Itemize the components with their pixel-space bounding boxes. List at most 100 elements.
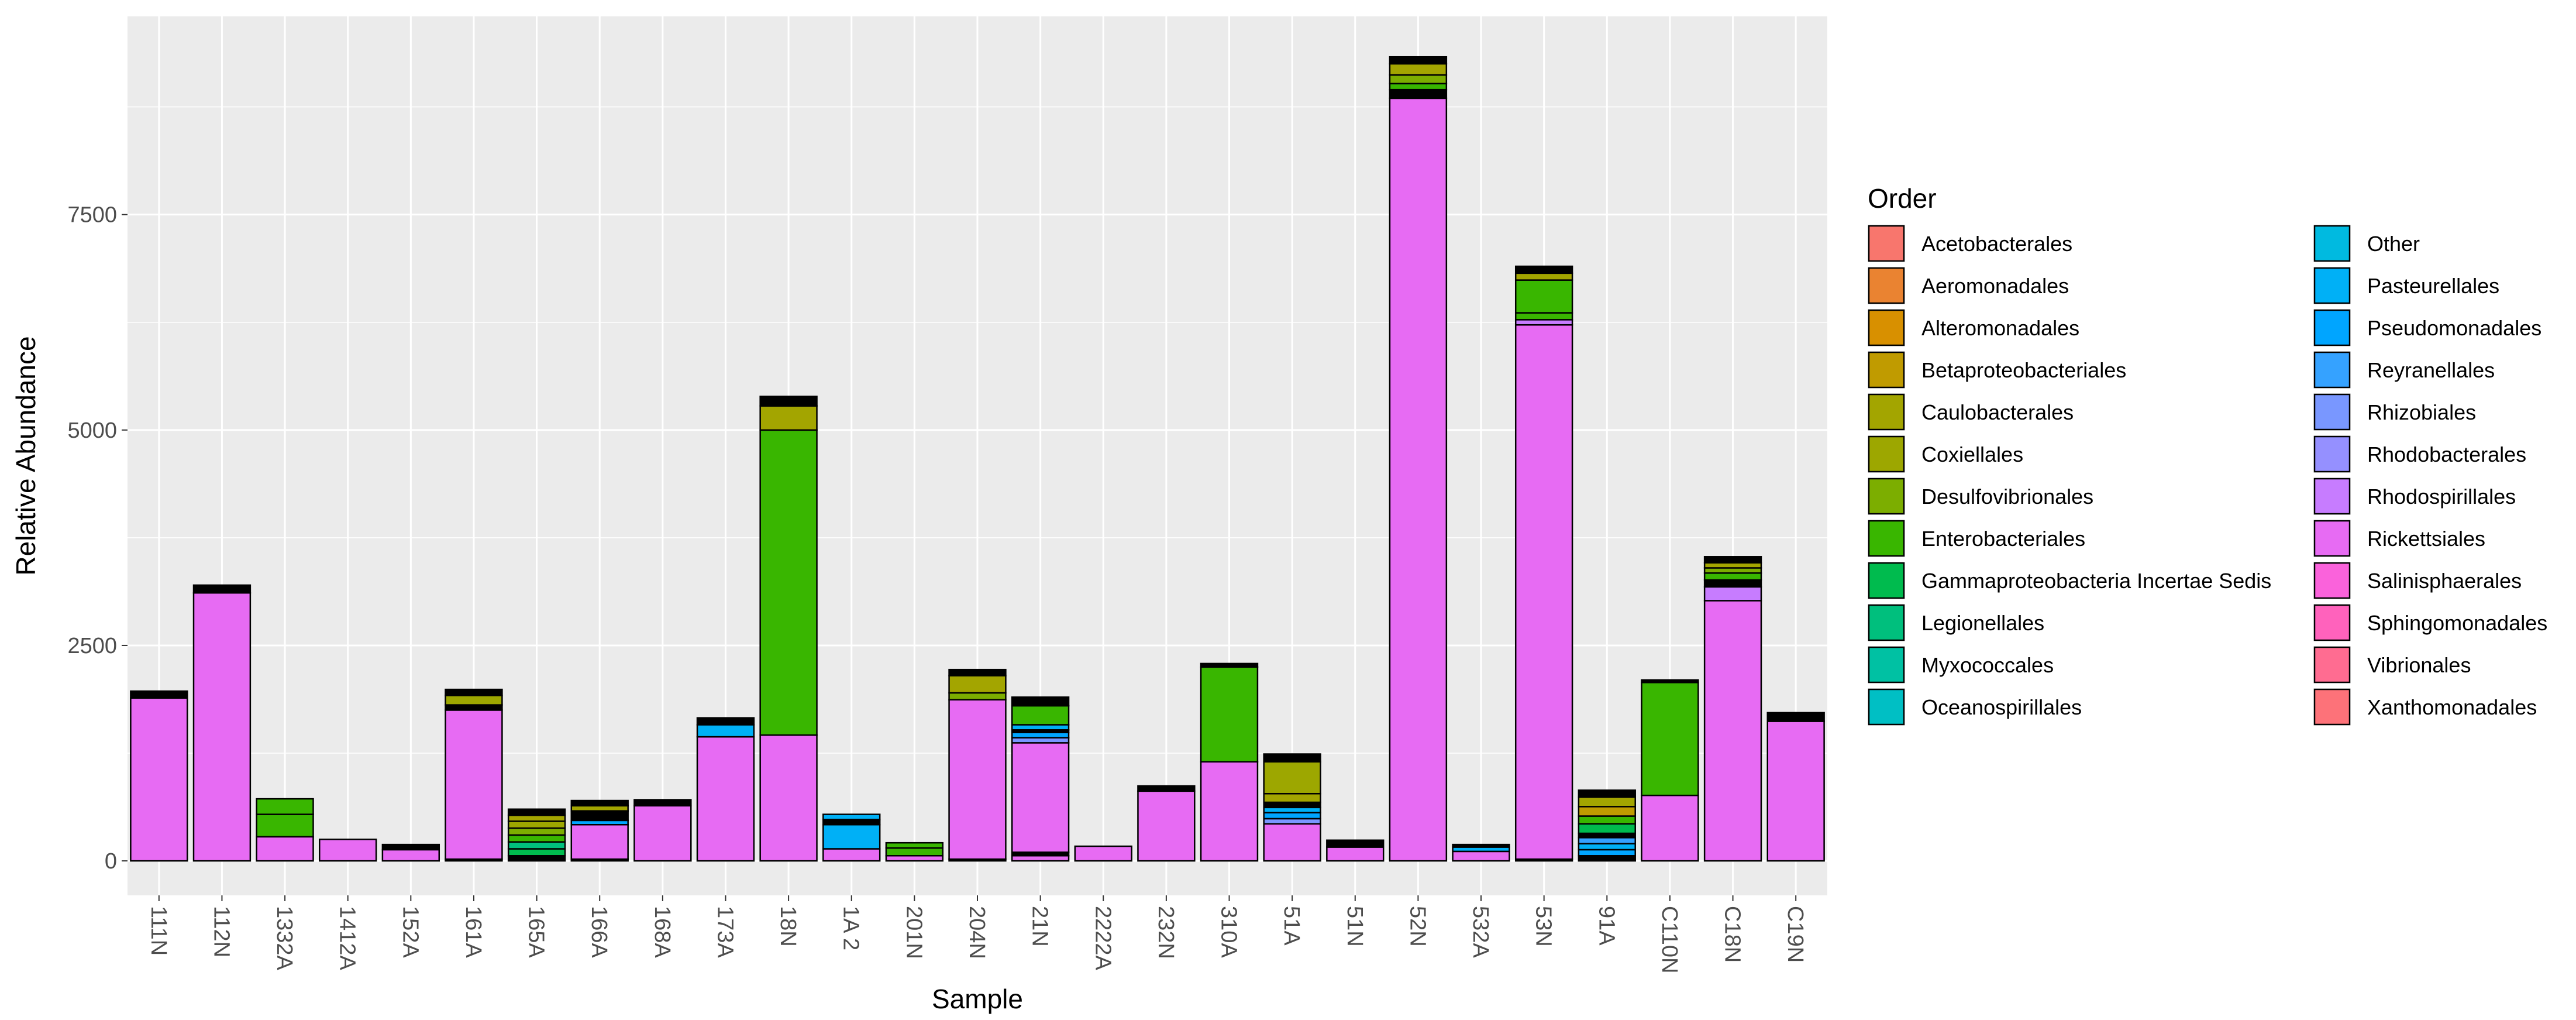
legend-label: Pasteurellales [2367, 274, 2499, 298]
bar-segment [1327, 840, 1383, 847]
legend-item: Desulfovibrionales [1868, 478, 2093, 515]
bar-segment [1641, 682, 1698, 795]
bar-segment [257, 837, 314, 861]
bar-segment [1012, 733, 1069, 738]
bar-segment [1641, 680, 1698, 682]
legend-label: Vibrionales [2367, 653, 2471, 677]
legend-label: Acetobacterales [1921, 232, 2072, 256]
legend-swatch [1869, 352, 1904, 387]
bar-segment [1704, 568, 1761, 573]
legend-swatch [1869, 563, 1904, 598]
bar-stack-52N [1390, 57, 1447, 861]
legend-swatch [2315, 605, 2350, 640]
legend-swatch [1869, 226, 1904, 261]
legend-label: Legionellales [1921, 611, 2044, 635]
legend-swatch [2315, 521, 2350, 556]
stacked-bar-chart: 0250050007500 111N 112N 1332A 1412A 152A 161A… [0, 0, 2576, 1020]
bar-segment [697, 724, 754, 737]
bar-segment [1579, 790, 1635, 797]
bar-segment [1390, 84, 1447, 90]
bar-stack-532A [1453, 844, 1510, 861]
legend-item: Betaproteobacteriales [1868, 351, 2126, 389]
legend-swatch [2315, 647, 2350, 682]
legend-item: Gammaproteobacteria Incertae Sedis [1868, 562, 2271, 599]
bar-segment [1704, 580, 1761, 587]
legend-label: Oceanospirillales [1921, 695, 2082, 719]
legend-items: Acetobacterales Aeromonadales Alteromonada… [1868, 225, 2547, 726]
x-tick-label: 2222A [1090, 906, 1115, 971]
bar-segment [1516, 320, 1572, 325]
bar-segment [1704, 557, 1761, 562]
bar-segment [760, 430, 817, 735]
legend-swatch [1869, 689, 1904, 724]
bar-segment [1012, 856, 1069, 861]
legend-item: Pseudomonadales [2313, 309, 2541, 346]
bar-segment [1390, 57, 1447, 64]
y-tick-label: 2500 [67, 634, 117, 658]
legend-item: Rhodobacterales [2313, 435, 2526, 473]
legend-label: Aeromonadales [1921, 274, 2069, 298]
bar-segment [1264, 754, 1321, 762]
bar-segment [1516, 280, 1572, 313]
bar-segment [383, 850, 439, 861]
bar-segment [1579, 797, 1635, 806]
bar-stack-232N [1138, 786, 1194, 861]
bar-stack-2222A [1075, 846, 1132, 861]
x-tick-label: 21N [1028, 906, 1052, 947]
legend-label: Betaproteobacteriales [1921, 358, 2126, 382]
legend-item: Aeromonadales [1868, 267, 2069, 304]
x-tick-label: 1A 2 [839, 906, 863, 950]
legend-item: Sphingomonadales [2313, 604, 2547, 641]
bar-segment [823, 819, 880, 825]
legend-swatch [2315, 310, 2350, 345]
y-axis: 0250050007500 [67, 203, 128, 874]
x-tick-label: 310A [1217, 906, 1241, 958]
legend-item: Oceanospirillales [1868, 688, 2082, 726]
bar-stack-91A [1579, 790, 1635, 861]
bar-segment [446, 705, 502, 710]
bar-segment [571, 811, 628, 820]
bar-stack-51A [1264, 754, 1321, 861]
bar-segment [508, 835, 565, 842]
bar-stack-166A [571, 801, 628, 861]
bar-stack-161A [446, 689, 502, 861]
legend-label: Other [2367, 232, 2420, 256]
bar-segment [949, 700, 1006, 859]
bar-segment [1704, 587, 1761, 601]
bar-segment [1579, 806, 1635, 816]
bar-segment [1704, 600, 1761, 861]
bar-segment [508, 821, 565, 828]
x-tick-label: 173A [712, 906, 737, 958]
bar-segment [383, 844, 439, 850]
legend-item: Rickettsiales [2313, 520, 2485, 557]
legend-item: Other [2313, 225, 2420, 262]
bar-segment [823, 815, 880, 820]
legend-label: Rhodospirillales [2367, 485, 2516, 509]
y-tick-label: 5000 [67, 418, 117, 443]
bar-segment [886, 856, 943, 861]
x-tick-label: C110N [1657, 906, 1682, 973]
legend-label: Pseudomonadales [2367, 316, 2541, 340]
legend-item: Caulobacterales [1868, 393, 2074, 431]
bar-segment [949, 669, 1006, 675]
legend-item: Myxococcales [1868, 646, 2054, 684]
x-tick-label: 161A [461, 906, 485, 958]
legend-swatch [2315, 479, 2350, 514]
legend-swatch [1869, 521, 1904, 556]
bar-segment [319, 839, 376, 861]
bar-segment [1516, 266, 1572, 273]
legend-label: Sphingomonadales [2367, 611, 2547, 635]
legend-label: Rickettsiales [2367, 527, 2485, 551]
bar-segment [1075, 846, 1132, 861]
x-tick-label: C19N [1783, 906, 1807, 963]
x-tick-label: 1332A [272, 906, 297, 971]
bar-stack-18N [760, 396, 817, 861]
bar-segment [446, 710, 502, 859]
bar-segment [1390, 98, 1447, 861]
x-tick-label: 204N [965, 906, 989, 959]
bar-stack-310A [1201, 664, 1258, 861]
legend-swatch [2315, 352, 2350, 387]
bar-segment [1012, 738, 1069, 743]
x-tick-label: 152A [398, 906, 422, 958]
bar-segment [508, 828, 565, 835]
